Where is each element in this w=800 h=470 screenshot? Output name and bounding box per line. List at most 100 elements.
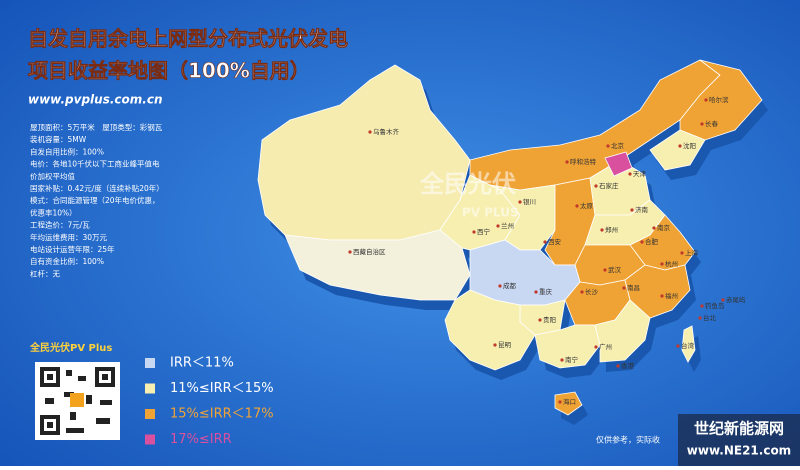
city-dot bbox=[534, 290, 538, 294]
region bbox=[554, 391, 583, 416]
city-label: 昆明 bbox=[498, 341, 512, 349]
city-label: 海口 bbox=[563, 397, 576, 406]
city-dot bbox=[678, 144, 682, 148]
brand: 全民光伏PV Plus bbox=[29, 341, 112, 354]
region bbox=[284, 229, 471, 301]
city-dot bbox=[518, 200, 522, 204]
city-label: 呼和浩特 bbox=[570, 157, 597, 166]
city-dot bbox=[704, 98, 708, 102]
city-label: 赤尾屿 bbox=[726, 295, 746, 304]
parameter: 年均运维费用：30万元 bbox=[30, 232, 108, 242]
city-label: 台湾 bbox=[681, 341, 695, 350]
legend-label: 17%≤IRR bbox=[170, 432, 232, 447]
city-label: 福州 bbox=[665, 291, 678, 300]
city-label: 重庆 bbox=[539, 287, 553, 296]
city-label: 长春 bbox=[705, 119, 719, 128]
title-line: 自发自用余电上网型分布式光伏发电 bbox=[28, 27, 348, 51]
footer-note: 仅供参考，实际收 bbox=[596, 435, 660, 445]
city-dot bbox=[472, 230, 476, 234]
city-dot bbox=[603, 268, 607, 272]
parameter: 自有资金比例：100% bbox=[30, 256, 104, 266]
city-label: 西藏自治区 bbox=[353, 247, 386, 256]
city-label: 香港 bbox=[621, 361, 635, 370]
city-dot bbox=[538, 318, 542, 322]
city-label: 杭州 bbox=[665, 259, 678, 268]
legend-swatch bbox=[145, 409, 155, 419]
city-dot bbox=[680, 251, 684, 255]
region bbox=[444, 289, 536, 371]
city-label: 长沙 bbox=[585, 287, 599, 296]
city-dot bbox=[628, 172, 632, 176]
city-label: 贵阳 bbox=[543, 315, 556, 324]
city-label: 石家庄 bbox=[599, 181, 619, 190]
city-dot bbox=[660, 262, 664, 266]
site-name: 世纪新能源网 bbox=[694, 420, 784, 438]
city-label: 成都 bbox=[503, 281, 517, 290]
city-dot bbox=[580, 290, 584, 294]
city-label: 哈尔滨 bbox=[709, 95, 729, 104]
city-label: 上海 bbox=[685, 248, 699, 257]
city-label: 太原 bbox=[580, 201, 594, 210]
city-label: 济南 bbox=[635, 205, 649, 214]
city-label: 郑州 bbox=[605, 226, 618, 234]
watermark-box bbox=[678, 414, 800, 466]
city-dot bbox=[575, 204, 579, 208]
parameter: 价加权平均值 bbox=[30, 171, 75, 181]
city-dot bbox=[700, 304, 704, 308]
city-dot bbox=[630, 208, 634, 212]
city-dot bbox=[606, 144, 610, 148]
city-dot bbox=[622, 286, 626, 290]
city-dot bbox=[565, 160, 569, 164]
parameter: 杠杆：无 bbox=[30, 268, 60, 278]
city-label: 钓鱼岛 bbox=[705, 301, 725, 310]
city-label: 台北 bbox=[703, 313, 717, 322]
parameter: 优惠率10%） bbox=[30, 207, 77, 217]
city-dot bbox=[721, 298, 725, 302]
city-dot bbox=[600, 228, 604, 232]
site-url: www.NE21.com bbox=[687, 444, 791, 458]
city-label: 沈阳 bbox=[683, 141, 696, 150]
city-dot bbox=[698, 316, 702, 320]
region bbox=[681, 325, 696, 363]
city-label: 合肥 bbox=[645, 237, 659, 246]
city-label: 北京 bbox=[611, 141, 625, 150]
parameter: 电站设计运营年限：25年 bbox=[30, 244, 115, 254]
city-label: 南昌 bbox=[627, 283, 640, 292]
city-dot bbox=[594, 345, 598, 349]
region bbox=[649, 129, 706, 171]
city-dot bbox=[496, 224, 500, 228]
city-label: 兰州 bbox=[501, 221, 514, 230]
city-dot bbox=[348, 250, 352, 254]
city-dot bbox=[640, 240, 644, 244]
city-dot bbox=[594, 184, 598, 188]
city-label: 南宁 bbox=[565, 355, 579, 364]
legend-swatch bbox=[145, 358, 155, 368]
legend-swatch bbox=[145, 383, 155, 394]
qr-code bbox=[35, 362, 120, 440]
city-label: 西宁 bbox=[477, 227, 491, 236]
city-label: 乌鲁木齐 bbox=[373, 127, 400, 136]
legend-label: 15%≤IRR＜17% bbox=[170, 407, 274, 422]
parameter: 屋顶面积：5万平米 屋顶类型：彩钢瓦 bbox=[30, 122, 163, 132]
city-label: 银川 bbox=[523, 197, 536, 206]
city-dot bbox=[660, 294, 664, 298]
parameter: 国家补贴：0.42元/度（连续补贴20年） bbox=[30, 183, 164, 193]
parameter: 装机容量：5MW bbox=[30, 134, 87, 144]
city-dot bbox=[700, 122, 704, 126]
city-label: 西安 bbox=[548, 237, 562, 246]
city-dot bbox=[652, 226, 656, 230]
city-label: 天津 bbox=[633, 170, 647, 178]
city-label: 南京 bbox=[657, 223, 671, 232]
parameter: 工程造价：7元/瓦 bbox=[30, 220, 90, 230]
parameter: 模式：合同能源管理（20年电价优惠， bbox=[30, 195, 160, 205]
url: www.pvplus.com.cn bbox=[28, 93, 162, 107]
legend-label: 11%≤IRR＜15% bbox=[170, 381, 274, 396]
city-dot bbox=[558, 400, 562, 404]
map-watermark: PV PLUS bbox=[462, 206, 519, 220]
region bbox=[594, 299, 651, 363]
map-watermark: 全民光伏 bbox=[419, 170, 516, 198]
parameter: 电价：各地10千伏以下工商业峰平值电 bbox=[30, 159, 160, 169]
city-dot bbox=[498, 284, 502, 288]
